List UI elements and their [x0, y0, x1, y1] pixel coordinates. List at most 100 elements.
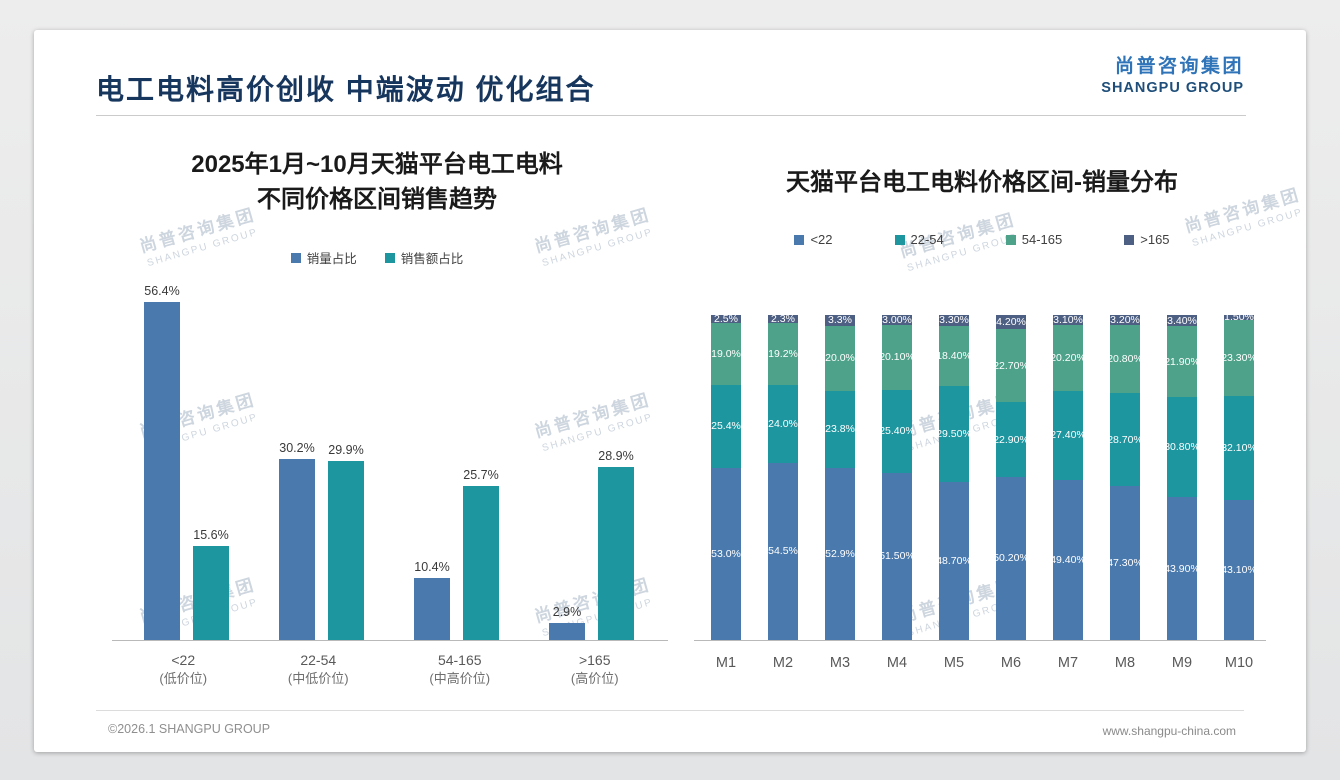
legend-swatch-icon — [290, 252, 301, 263]
bar-stack: 53.0% 25.4% 19.0% 2.5% — [711, 313, 741, 640]
legend-swatch-icon — [1124, 234, 1135, 245]
stacked-column: 48.70% 29.50% 18.40% 3.30% M5 — [936, 314, 972, 671]
bar-volume-share — [279, 458, 315, 640]
x-axis-label: M2 — [772, 655, 794, 671]
stacked-column: 43.90% 30.80% 21.90% 3.40% M9 — [1164, 314, 1200, 671]
stacked-column: 52.9% 23.8% 20.0% 3.3% M3 — [825, 314, 855, 671]
bar-group: 2.9% 28.9% — [549, 280, 634, 640]
bar-revenue-share — [598, 466, 634, 640]
category-main-label: <22 — [171, 652, 196, 668]
legend-item-range-22-54: 22-54 — [894, 232, 944, 247]
legend-item-gt-165: >165 — [1124, 232, 1170, 247]
segment-value-label: 43.10% — [1221, 563, 1257, 576]
bar-stack: 49.40% 27.40% 20.20% 3.10% — [1050, 314, 1086, 640]
brand-logo-cn: 尚普咨询集团 — [1114, 56, 1244, 77]
left-chart-title-line2: 不同价格区间销售趋势 — [257, 185, 497, 213]
segment-value-label: 22.70% — [993, 359, 1029, 372]
segment-range-22-54: 27.40% — [1050, 390, 1086, 480]
segment-gt-165: 3.10% — [1053, 314, 1083, 326]
left-chart-categories: <22 (低价位) 22-54 (中低价位) 54-165 (中高价位) >165 (高价位) — [119, 650, 659, 689]
x-axis-label: M10 — [1224, 655, 1254, 671]
segment-value-label: 20.10% — [879, 351, 915, 364]
segment-range-54-165: 20.10% — [879, 324, 915, 391]
bar-stack: 43.10% 32.10% 23.30% 1.50% — [1221, 311, 1257, 640]
segment-value-label: 2.3% — [771, 312, 795, 325]
segment-value-label: 22.90% — [993, 433, 1029, 446]
segment-value-label: 47.30% — [1107, 557, 1143, 570]
segment-range-54-165: 23.30% — [1221, 319, 1257, 396]
stacked-column: 43.10% 32.10% 23.30% 1.50% M10 — [1221, 311, 1257, 671]
x-axis-label: M3 — [829, 655, 851, 671]
category-label: <22 (低价位) — [159, 650, 207, 689]
segment-range-54-165: 20.80% — [1107, 325, 1143, 394]
segment-value-label: 49.40% — [1050, 553, 1086, 566]
category-sub-label: (中高价位) — [429, 671, 491, 687]
x-axis-label: M7 — [1057, 655, 1079, 671]
segment-range-22-54: 32.10% — [1221, 395, 1257, 500]
bar-wrap: 56.4% — [144, 280, 180, 640]
segment-value-label: 20.80% — [1107, 353, 1143, 366]
bar-wrap: 10.4% — [414, 280, 450, 640]
segment-value-label: 1.50% — [1224, 311, 1254, 324]
bar-stack: 51.50% 25.40% 20.10% 3.00% — [879, 314, 915, 640]
segment-range-54-165: 20.0% — [825, 325, 855, 391]
bar-value-label: 30.2% — [279, 440, 315, 455]
bar-wrap: 30.2% — [279, 280, 315, 640]
right-chart-plot: 53.0% 25.4% 19.0% 2.5% M1 54.5% 24.0% 19.2% 2.3%… — [706, 311, 1266, 671]
bar-revenue-share — [328, 460, 364, 640]
bar-group: 10.4% 25.7% — [414, 280, 499, 640]
segment-range-22-54: 25.40% — [879, 390, 915, 473]
segment-range-54-165: 19.0% — [711, 323, 741, 386]
segment-range-22-54: 30.80% — [1164, 397, 1200, 498]
bar-wrap: 29.9% — [328, 280, 364, 640]
segment-value-label: 3.40% — [1167, 314, 1197, 327]
x-axis-label: M6 — [1000, 655, 1022, 671]
legend-item-lt-22: <22 — [794, 232, 833, 247]
segment-range-54-165: 18.40% — [936, 325, 972, 386]
segment-value-label: 3.30% — [939, 314, 969, 327]
segment-lt-22: 50.20% — [993, 476, 1029, 640]
segment-value-label: 3.3% — [828, 314, 852, 327]
segment-value-label: 23.30% — [1221, 351, 1257, 364]
segment-range-54-165: 19.2% — [768, 322, 798, 385]
segment-lt-22: 54.5% — [768, 462, 798, 640]
segment-gt-165: 3.30% — [939, 314, 969, 327]
segment-value-label: 3.20% — [1110, 314, 1140, 327]
segment-range-22-54: 24.0% — [768, 384, 798, 463]
bar-value-label: 28.9% — [598, 448, 634, 463]
charts-layer: 2025年1月~10月天猫平台电工电料 不同价格区间销售趋势 销量占比 销售额占比… — [34, 30, 1306, 752]
segment-lt-22: 47.30% — [1107, 486, 1143, 640]
segment-range-54-165: 22.70% — [993, 328, 1029, 403]
right-chart-legend: <22 22-54 54-165 >165 — [699, 232, 1265, 247]
bar-value-label: 29.9% — [328, 442, 364, 457]
segment-value-label: 25.40% — [879, 425, 915, 438]
segment-lt-22: 52.9% — [825, 468, 855, 640]
bar-stack: 54.5% 24.0% 19.2% 2.3% — [768, 312, 798, 640]
segment-value-label: 52.9% — [825, 548, 855, 561]
segment-gt-165: 2.5% — [711, 313, 741, 326]
segment-value-label: 43.90% — [1164, 562, 1200, 575]
bar-volume-share — [144, 301, 180, 640]
legend-item-range-54-165: 54-165 — [1005, 232, 1062, 247]
bar-revenue-share — [193, 546, 229, 640]
segment-value-label: 32.10% — [1221, 441, 1257, 454]
x-axis-label: M1 — [715, 655, 737, 671]
segment-gt-165: 3.00% — [882, 314, 912, 326]
bar-stack: 48.70% 29.50% 18.40% 3.30% — [936, 314, 972, 640]
bar-value-label: 10.4% — [414, 559, 450, 574]
segment-gt-165: 3.3% — [825, 314, 855, 327]
bar-value-label: 25.7% — [463, 467, 499, 482]
bar-value-label: 2.9% — [552, 604, 582, 619]
bar-volume-share — [549, 622, 585, 640]
stacked-column: 50.20% 22.90% 22.70% 4.20% M6 — [993, 315, 1029, 671]
segment-value-label: 21.90% — [1164, 355, 1200, 368]
legend-label: 22-54 — [910, 232, 944, 247]
bar-value-label: 56.4% — [144, 283, 180, 298]
legend-label: 销量占比 — [306, 252, 357, 266]
bar-group: 30.2% 29.9% — [279, 280, 364, 640]
stacked-column: 49.40% 27.40% 20.20% 3.10% M7 — [1050, 314, 1086, 671]
bar-value-label: 15.6% — [193, 528, 229, 543]
segment-value-label: 2.5% — [714, 313, 738, 326]
segment-value-label: 25.4% — [711, 420, 741, 433]
right-chart-title: 天猫平台电工电料价格区间-销量分布 — [786, 169, 1178, 196]
